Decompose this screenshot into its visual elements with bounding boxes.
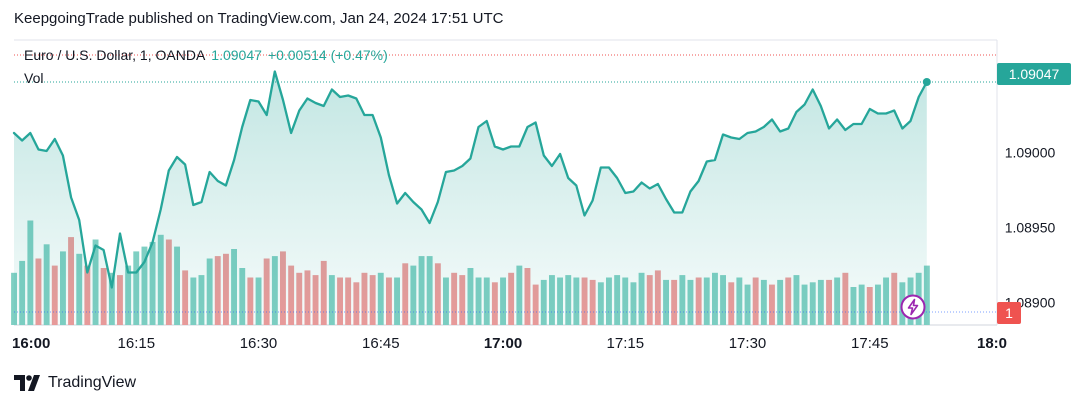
volume-tag: 1 bbox=[997, 302, 1021, 324]
publish-header: KeepgoingTrade published on TradingView.… bbox=[14, 10, 504, 27]
price-tag-label: 1.09047 bbox=[1009, 66, 1060, 82]
y-tick-label: 1.08950 bbox=[1005, 220, 1056, 236]
tradingview-brand-name: TradingView bbox=[48, 374, 137, 391]
volume-bar bbox=[923, 265, 930, 325]
x-tick-label: 16:15 bbox=[118, 335, 156, 352]
x-tick-label: 17:45 bbox=[851, 335, 889, 352]
x-tick-label: 17:15 bbox=[607, 335, 645, 352]
x-tick-label: 16:30 bbox=[240, 335, 278, 352]
price-area-fill bbox=[14, 71, 927, 325]
x-tick-label: 17:30 bbox=[729, 335, 767, 352]
tradingview-logo-icon bbox=[14, 375, 40, 391]
x-tick-label: 16:45 bbox=[362, 335, 400, 352]
tradingview-brand[interactable]: TradingView bbox=[14, 374, 136, 392]
y-tick-label: 1.09000 bbox=[1005, 145, 1056, 161]
volume-legend-label: Vol bbox=[24, 70, 44, 86]
x-tick-label: 17:00 bbox=[484, 335, 522, 352]
symbol-label: Euro / U.S. Dollar, 1, OANDA bbox=[24, 47, 206, 63]
volume-tag-label: 1 bbox=[1005, 305, 1013, 321]
x-tick-label: 18:0 bbox=[977, 335, 1007, 352]
price-tag-background bbox=[997, 63, 1071, 85]
change-value: +0.00514 (+0.47%) bbox=[267, 47, 388, 63]
price-tag: 1.09047 bbox=[997, 63, 1071, 85]
last-price-dot bbox=[922, 78, 931, 86]
x-tick-label: 16:00 bbox=[12, 335, 50, 352]
chart-legend: Euro / U.S. Dollar, 1, OANDA 1.09047 +0.00… bbox=[24, 47, 388, 63]
lightning-bolt-icon[interactable] bbox=[899, 293, 927, 321]
volume-tag-background bbox=[997, 302, 1021, 324]
last-value: 1.09047 bbox=[211, 47, 262, 63]
price-line[interactable] bbox=[12, 70, 928, 289]
